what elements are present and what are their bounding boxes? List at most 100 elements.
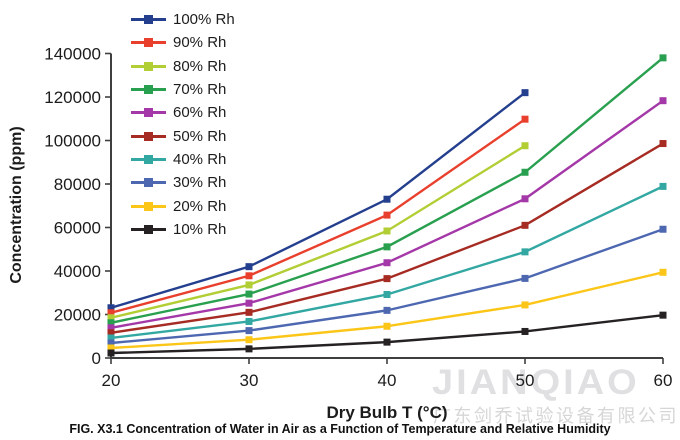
series-marker-70-rh [521, 168, 529, 176]
series-marker-80-rh [521, 142, 529, 150]
series-marker-60-rh [107, 324, 115, 332]
legend-item-30-rh: 30% Rh [131, 171, 235, 194]
series-line-100-rh [110, 91, 526, 309]
series-marker-30-rh [107, 339, 115, 347]
series-marker-10-rh [521, 327, 529, 335]
legend-swatch [131, 131, 166, 141]
x-axis-title: Dry Bulb T (°C) [326, 403, 448, 422]
x-tick-label: 20 [102, 371, 121, 390]
legend-swatch [131, 108, 166, 118]
series-marker-30-rh [383, 306, 391, 314]
series-marker-20-rh [521, 301, 529, 309]
legend-item-100-rh: 100% Rh [131, 8, 235, 31]
legend-swatch [131, 201, 166, 211]
x-tick-label: 40 [378, 371, 397, 390]
legend-item-80-rh: 80% Rh [131, 55, 235, 78]
figure-caption: FIG. X3.1 Concentration of Water in Air … [69, 422, 611, 436]
legend-item-90-rh: 90% Rh [131, 31, 235, 54]
y-tick-label: 20000 [54, 306, 101, 325]
legend-swatch [131, 85, 166, 95]
legend-label: 20% Rh [173, 197, 227, 215]
y-tick-label: 120000 [44, 88, 101, 107]
series-marker-100-rh [245, 263, 253, 271]
legend-swatch [131, 154, 166, 164]
series-marker-60-rh [659, 97, 667, 105]
legend-item-20-rh: 20% Rh [131, 194, 235, 217]
series-marker-40-rh [107, 334, 115, 342]
series-marker-40-rh [659, 182, 667, 190]
series-marker-30-rh [245, 327, 253, 335]
legend-item-40-rh: 40% Rh [131, 148, 235, 171]
series-marker-80-rh [107, 314, 115, 322]
series-marker-10-rh [245, 345, 253, 353]
series-marker-70-rh [245, 290, 253, 298]
y-axis-title: Concentration (ppm) [8, 126, 25, 284]
legend-square-marker-icon [144, 201, 153, 211]
series-marker-70-rh [107, 319, 115, 327]
legend-label: 80% Rh [173, 57, 227, 75]
series-marker-90-rh [383, 211, 391, 219]
series-marker-50-rh [659, 140, 667, 148]
legend-item-50-rh: 50% Rh [131, 124, 235, 147]
series-marker-80-rh [245, 281, 253, 289]
series-marker-50-rh [521, 221, 529, 229]
legend-item-60-rh: 60% Rh [131, 101, 235, 124]
series-marker-90-rh [521, 115, 529, 123]
y-tick-label: 80000 [54, 175, 101, 194]
legend-label: 50% Rh [173, 127, 227, 145]
y-tick-label: 0 [92, 349, 101, 368]
series-marker-50-rh [383, 275, 391, 283]
legend-square-marker-icon [144, 224, 153, 234]
legend-label: 40% Rh [173, 150, 227, 168]
legend-swatch [131, 224, 166, 234]
series-marker-100-rh [107, 304, 115, 312]
y-tick-label: 100000 [44, 132, 101, 151]
legend-square-marker-icon [144, 61, 153, 71]
series-marker-70-rh [659, 54, 667, 62]
series-marker-40-rh [383, 290, 391, 298]
series-marker-90-rh [107, 309, 115, 317]
series-marker-10-rh [383, 338, 391, 346]
watermark-company-text: 广东剑乔试验设备有限公司 [433, 406, 679, 426]
series-marker-40-rh [245, 317, 253, 325]
legend-square-marker-icon [144, 178, 153, 188]
legend-label: 100% Rh [173, 11, 235, 29]
x-tick-label: 60 [654, 371, 673, 390]
x-tick-label: 30 [240, 371, 259, 390]
legend-square-marker-icon [144, 85, 153, 95]
series-marker-60-rh [521, 195, 529, 203]
series-marker-30-rh [521, 274, 529, 282]
legend-swatch [131, 38, 166, 48]
x-tick-label: 50 [516, 371, 535, 390]
series-marker-20-rh [383, 322, 391, 330]
series-marker-90-rh [245, 272, 253, 280]
legend: 100% Rh 90% Rh 80% Rh 70% Rh 60% Rh 50% Rh 40%… [131, 8, 235, 241]
series-marker-70-rh [383, 243, 391, 251]
legend-swatch [131, 61, 166, 71]
series-marker-100-rh [383, 195, 391, 203]
legend-swatch [131, 178, 166, 188]
series-marker-60-rh [245, 299, 253, 307]
series-marker-10-rh [659, 311, 667, 319]
legend-label: 90% Rh [173, 34, 227, 52]
series-marker-100-rh [521, 89, 529, 97]
series-marker-30-rh [659, 225, 667, 233]
legend-square-marker-icon [144, 131, 153, 141]
series-marker-40-rh [521, 248, 529, 256]
series-marker-20-rh [659, 268, 667, 276]
legend-label: 60% Rh [173, 104, 227, 122]
series-marker-10-rh [107, 349, 115, 357]
series-marker-80-rh [383, 227, 391, 235]
legend-swatch [131, 15, 166, 25]
legend-item-10-rh: 10% Rh [131, 218, 235, 241]
legend-item-70-rh: 70% Rh [131, 78, 235, 101]
legend-square-marker-icon [144, 154, 153, 164]
series-marker-50-rh [245, 308, 253, 316]
series-marker-20-rh [107, 344, 115, 352]
legend-square-marker-icon [144, 38, 153, 48]
y-tick-label: 40000 [54, 262, 101, 281]
series-marker-60-rh [383, 259, 391, 267]
y-tick-label: 140000 [44, 45, 101, 64]
legend-label: 10% Rh [173, 220, 227, 238]
